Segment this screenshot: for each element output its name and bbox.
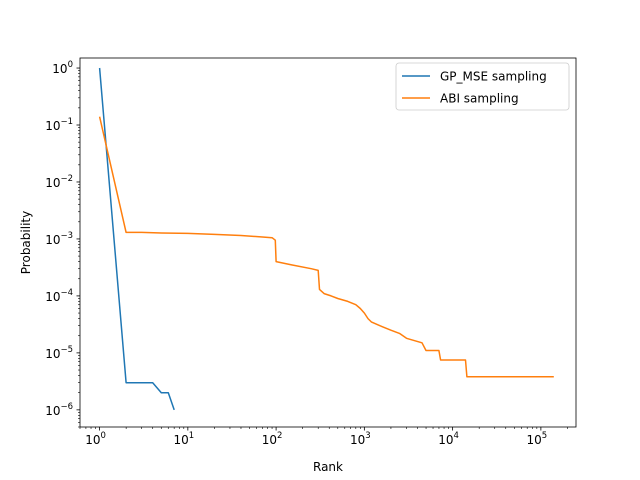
y-axis-ticks: 10−6 10−5 10−4 10−3 10−2 10−1 100 [45,60,80,428]
y-tick-label: 10−5 [45,345,73,361]
series-line-1 [98,67,175,411]
legend-label-1: GP_MSE sampling [440,70,547,84]
legend-box [395,62,570,111]
y-tick-label: 10−1 [45,117,73,133]
y-tick-label: 10−6 [45,402,73,418]
x-axis-ticks: 100 101 102 103 104 105 [79,427,568,447]
x-tick-label: 100 [85,431,106,447]
series-layer [98,67,554,411]
x-tick-label: 101 [173,431,194,447]
x-axis-label: Rank [313,460,343,474]
y-axis-label: Probability [19,211,33,274]
y-tick-label: 100 [52,60,73,76]
x-tick-label: 103 [350,431,371,447]
y-tick-label: 10−4 [45,288,73,304]
x-tick-label: 102 [262,431,283,447]
y-tick-label: 10−3 [45,231,73,247]
axes-frame [79,57,577,428]
series-line-2 [98,116,554,378]
x-tick-label: 105 [527,431,548,447]
y-tick-label: 10−2 [45,174,73,190]
axes-border [79,57,577,428]
legend-label-2: ABI sampling [440,92,519,106]
legend: GP_MSE sampling ABI sampling [395,62,570,111]
x-tick-label: 104 [438,431,459,447]
